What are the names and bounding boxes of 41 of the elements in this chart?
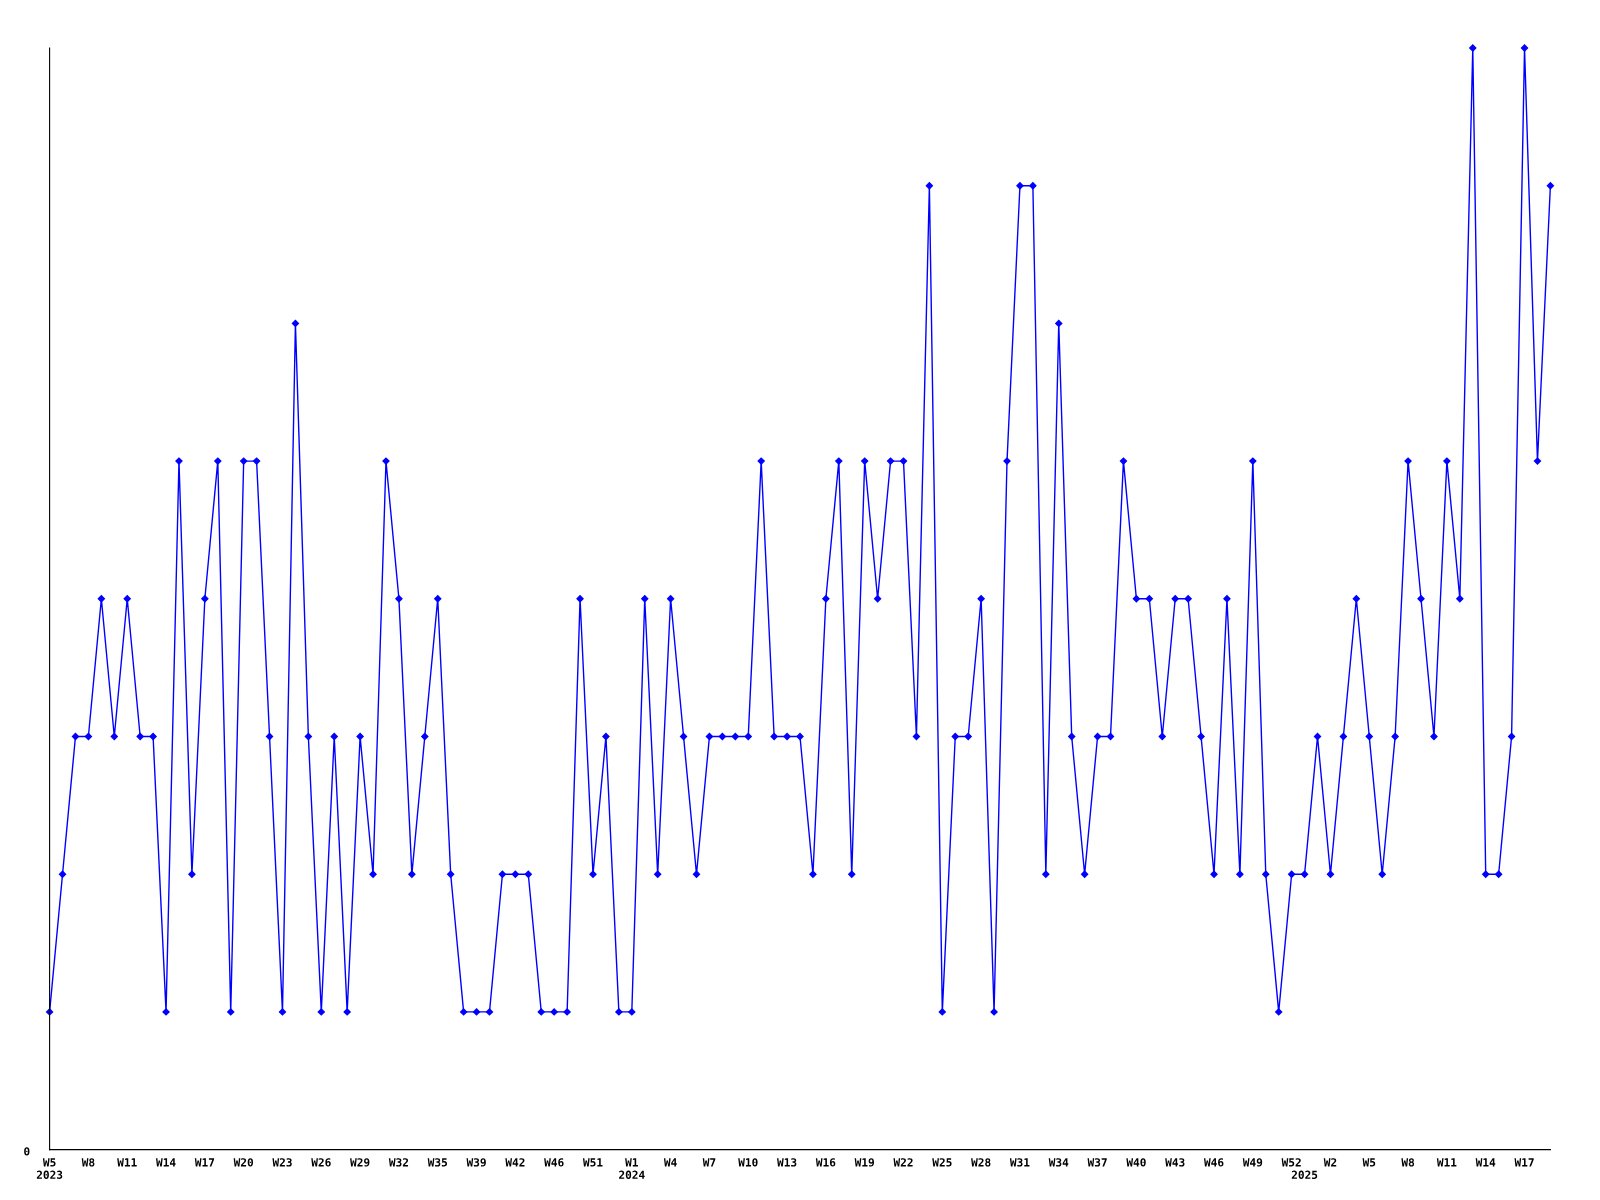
x-tick-label: W23 [272, 1158, 292, 1167]
x-tick-label: W19 [854, 1158, 875, 1167]
x-tick-label: W4 [663, 1158, 677, 1167]
x-tick-label: W49 [1242, 1158, 1263, 1167]
x-tick-label: W29 [350, 1158, 370, 1167]
x-tick-label: W25 [932, 1158, 952, 1167]
x-tick-label: W39 [466, 1158, 486, 1167]
x-tick-label: W26 [311, 1158, 331, 1167]
x-tick-label: W5 2023 [36, 1158, 63, 1179]
x-tick-label: W8 [1401, 1158, 1415, 1167]
x-tick-label: W34 [1048, 1158, 1069, 1167]
x-tick-label: W43 [1165, 1158, 1185, 1167]
x-tick-label: W13 [777, 1158, 797, 1167]
x-tick-label: W42 [505, 1158, 525, 1167]
x-tick-label: W11 [117, 1158, 137, 1167]
x-tick-label: W5 [1362, 1158, 1376, 1167]
x-tick-label: W22 [893, 1158, 913, 1167]
x-tick-label: W40 [1126, 1158, 1146, 1167]
x-tick-label: W1 2024 [619, 1158, 645, 1179]
x-tick-label: W35 [427, 1158, 448, 1167]
x-tick-label: W17 [1514, 1158, 1534, 1167]
x-tick-label: W14 [156, 1158, 176, 1167]
x-tick-label: W10 [738, 1158, 758, 1167]
x-tick-label: W37 [1087, 1158, 1107, 1167]
x-tick-label: W20 [233, 1158, 254, 1167]
x-tick-label: W28 [971, 1158, 991, 1167]
x-tick-label: W11 [1436, 1158, 1457, 1167]
x-tick-label: W8 [81, 1158, 95, 1167]
x-tick-label: W2 [1323, 1158, 1337, 1167]
x-tick-label: W7 [702, 1158, 716, 1167]
x-tick-label: 2025 [1291, 1170, 1318, 1179]
text: 0 [24, 1147, 30, 1156]
x-tick-label: W51 [582, 1158, 603, 1167]
x-tick-label: W46 [1203, 1158, 1224, 1167]
x-tick-label: W52 [1281, 1158, 1301, 1167]
x-tick-label: W31 [1009, 1158, 1030, 1167]
x-tick-label: W14 [1475, 1158, 1496, 1167]
x-tick-label: W46 [544, 1158, 564, 1167]
x-tick-label: W32 [388, 1158, 409, 1167]
x-tick-label: W16 [815, 1158, 836, 1167]
x-tick-label: W17 [194, 1158, 215, 1167]
